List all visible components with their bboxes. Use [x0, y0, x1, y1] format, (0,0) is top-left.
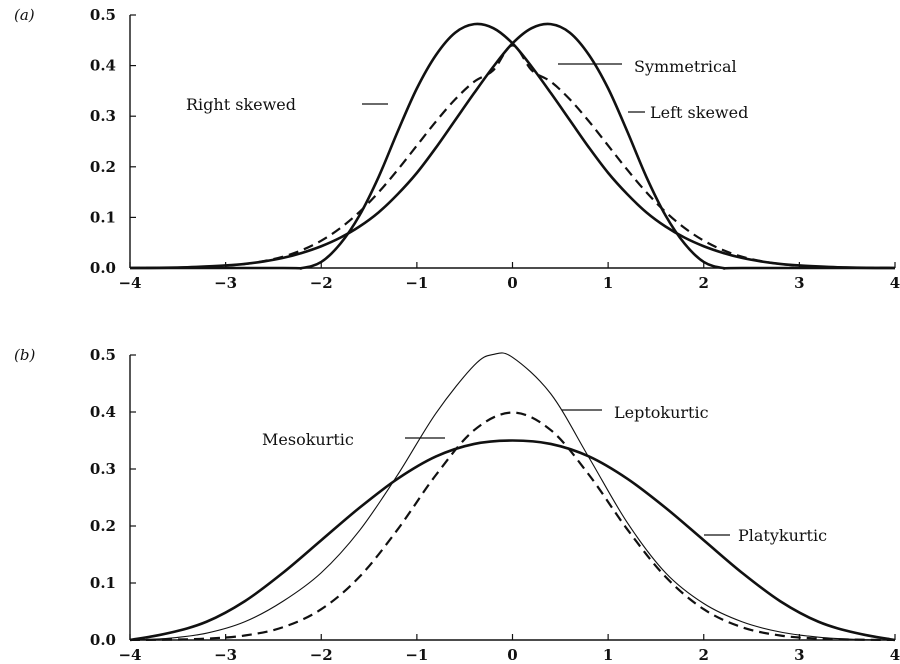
y-tick-label: 0.4: [90, 403, 116, 421]
x-tick-label: 2: [699, 646, 709, 664]
series-line-left-skewed: [129, 22, 895, 270]
y-tick-label: 0.5: [90, 6, 116, 24]
y-tick-label: 0.2: [90, 158, 116, 176]
y-tick-label: 0.3: [90, 107, 116, 125]
x-tick-label: 3: [794, 646, 804, 664]
series-line-leptokurtic: [129, 352, 896, 641]
annotation-leptokurtic: Leptokurtic: [614, 403, 709, 422]
x-tick-label: 0: [507, 274, 517, 292]
x-tick-label: 3: [794, 274, 804, 292]
x-tick-label: −4: [118, 274, 141, 292]
panel-label-a: (a): [14, 6, 35, 24]
y-tick-label: 0.4: [90, 57, 116, 75]
y-tick-label: 0.5: [90, 346, 116, 364]
x-tick-label: −2: [310, 646, 333, 664]
series-line-symmetrical: [129, 44, 896, 270]
panel-label-b: (b): [14, 346, 35, 364]
x-tick-label: 1: [603, 274, 613, 292]
x-tick-label: −4: [118, 646, 141, 664]
x-tick-label: −1: [405, 274, 428, 292]
panel-a: (a) 0.0 0.1 0.2 0.3 0.4 0.5 −4 −3 −2 −1 0 1 2 3 4 Right…: [14, 6, 900, 292]
y-tick-label: 0.0: [90, 259, 116, 277]
annotation-left-skewed: Left skewed: [650, 103, 748, 122]
y-tick-label: 0.2: [90, 517, 116, 535]
series-line-right-skewed: [130, 22, 896, 270]
annotation-mesokurtic: Mesokurtic: [262, 430, 354, 449]
annotation-right-skewed: Right skewed: [186, 95, 296, 114]
y-tick-label: 0.1: [90, 574, 116, 592]
x-tick-label: −3: [214, 646, 237, 664]
y-tick-label: 0.3: [90, 460, 116, 478]
x-tick-label: 4: [890, 274, 900, 292]
y-tick-label: 0.1: [90, 208, 116, 226]
annotation-symmetrical: Symmetrical: [634, 57, 737, 76]
x-tick-label: 1: [603, 646, 613, 664]
series-line-platykurtic: [129, 439, 896, 642]
series-line-mesokurtic: [129, 411, 896, 642]
x-tick-label: −1: [405, 646, 428, 664]
x-tick-label: 2: [699, 274, 709, 292]
x-tick-label: 0: [507, 646, 517, 664]
x-tick-label: −3: [214, 274, 237, 292]
annotation-platykurtic: Platykurtic: [738, 526, 827, 545]
x-tick-label: −2: [310, 274, 333, 292]
x-tick-label: 4: [890, 646, 900, 664]
panel-b: (b) 0.0 0.1 0.2 0.3 0.4 0.5 −4 −3 −2 −1 0 1 2 3 4 Mesok…: [14, 346, 900, 664]
y-tick-label: 0.0: [90, 631, 116, 649]
